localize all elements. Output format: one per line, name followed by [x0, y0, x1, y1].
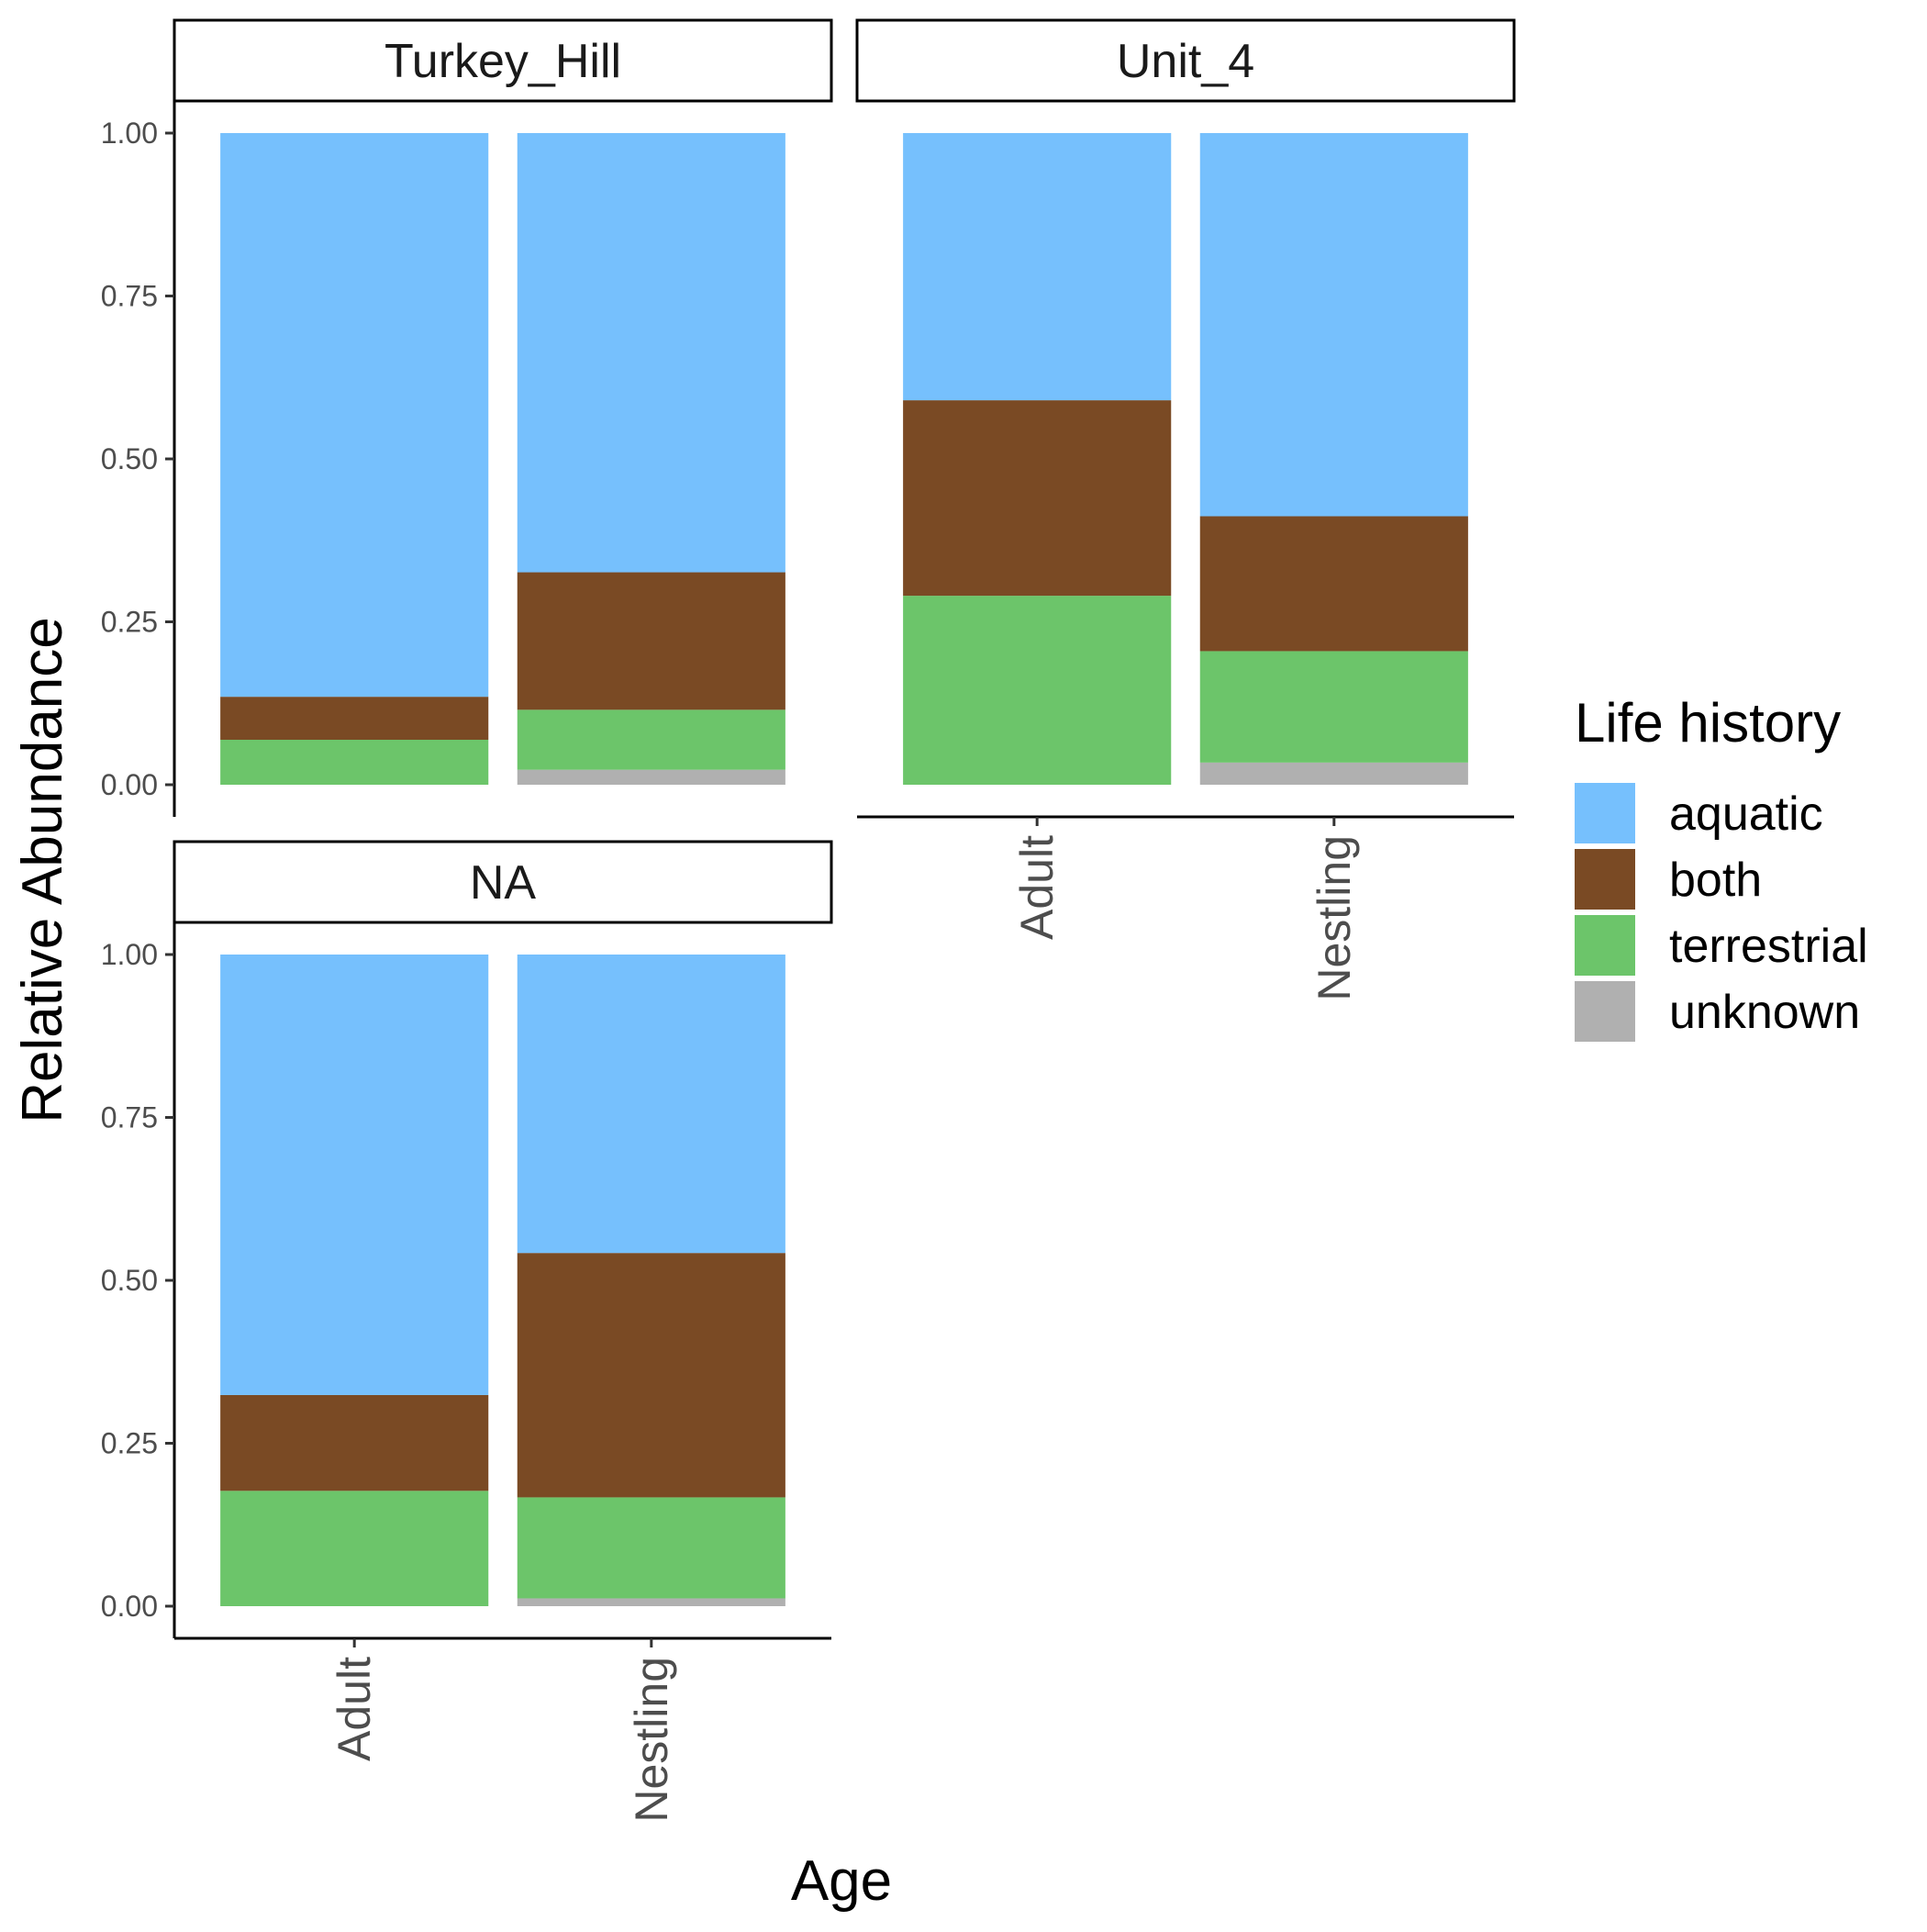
legend-label-aquatic: aquatic	[1669, 787, 1823, 841]
bar-unit-4-adult-both	[903, 400, 1172, 597]
y-tick-label: 0.75	[101, 280, 158, 313]
facet-strip-turkey-hill	[173, 18, 833, 103]
bar-turkey-hill-nestling-aquatic	[517, 133, 785, 573]
legend-label-unknown: unknown	[1669, 986, 1860, 1039]
y-axis-title: Relative Abundance	[11, 617, 74, 1123]
y-tick-label: 0.50	[101, 1264, 158, 1297]
y-tick-label: 1.00	[101, 117, 158, 150]
facet-strip-unit-4	[855, 18, 1516, 103]
x-tick-label-nestling: Nestling	[1309, 835, 1360, 1001]
x-axis-title: Age	[791, 1849, 892, 1913]
legend-swatch-both	[1575, 849, 1635, 910]
legend-label-both: both	[1669, 854, 1762, 907]
y-tick-label: 0.00	[101, 768, 158, 801]
bar-unit-4-nestling-terrestrial	[1199, 651, 1468, 763]
y-tick-label: 0.00	[101, 1590, 158, 1623]
bar-turkey-hill-adult-both	[220, 697, 489, 741]
bar-turkey-hill-nestling-unknown	[517, 769, 785, 785]
x-tick-label-adult: Adult	[329, 1657, 380, 1761]
y-tick-label: 0.25	[101, 1427, 158, 1460]
bar-unit-4-adult-terrestrial	[903, 596, 1172, 785]
bar-turkey-hill-adult-terrestrial	[220, 740, 489, 785]
y-tick-label: 1.00	[101, 938, 158, 971]
bar-unit-4-nestling-unknown	[1199, 762, 1468, 785]
bar-unit-4-adult-aquatic	[903, 133, 1172, 401]
y-tick-label: 0.75	[101, 1101, 158, 1134]
x-tick-label-adult: Adult	[1011, 835, 1063, 940]
bar-na-adult-terrestrial	[220, 1491, 489, 1606]
y-tick-label: 0.50	[101, 442, 158, 475]
bar-turkey-hill-nestling-both	[517, 572, 785, 710]
bar-turkey-hill-nestling-terrestrial	[517, 709, 785, 770]
facet-strip-na	[173, 840, 833, 924]
bar-na-adult-both	[220, 1394, 489, 1491]
facet-label-unit-4: Unit_4	[1117, 35, 1254, 88]
bar-na-nestling-terrestrial	[517, 1497, 785, 1599]
facet-label-turkey-hill: Turkey_Hill	[384, 35, 621, 88]
bar-na-nestling-both	[517, 1253, 785, 1498]
legend-title: Life history	[1575, 692, 1841, 754]
bar-turkey-hill-adult-aquatic	[220, 133, 489, 698]
legend-label-terrestrial: terrestrial	[1669, 920, 1868, 973]
facet-label-na: NA	[470, 856, 537, 910]
bar-na-nestling-aquatic	[517, 955, 785, 1254]
x-tick-label-nestling: Nestling	[626, 1657, 677, 1823]
bar-na-adult-aquatic	[220, 955, 489, 1395]
y-tick-label: 0.25	[101, 606, 158, 639]
bar-na-nestling-unknown	[517, 1598, 785, 1606]
legend-swatch-unknown	[1575, 981, 1635, 1042]
legend-swatch-aquatic	[1575, 783, 1635, 843]
legend-swatch-terrestrial	[1575, 915, 1635, 976]
bar-unit-4-nestling-both	[1199, 516, 1468, 652]
bar-unit-4-nestling-aquatic	[1199, 133, 1468, 517]
